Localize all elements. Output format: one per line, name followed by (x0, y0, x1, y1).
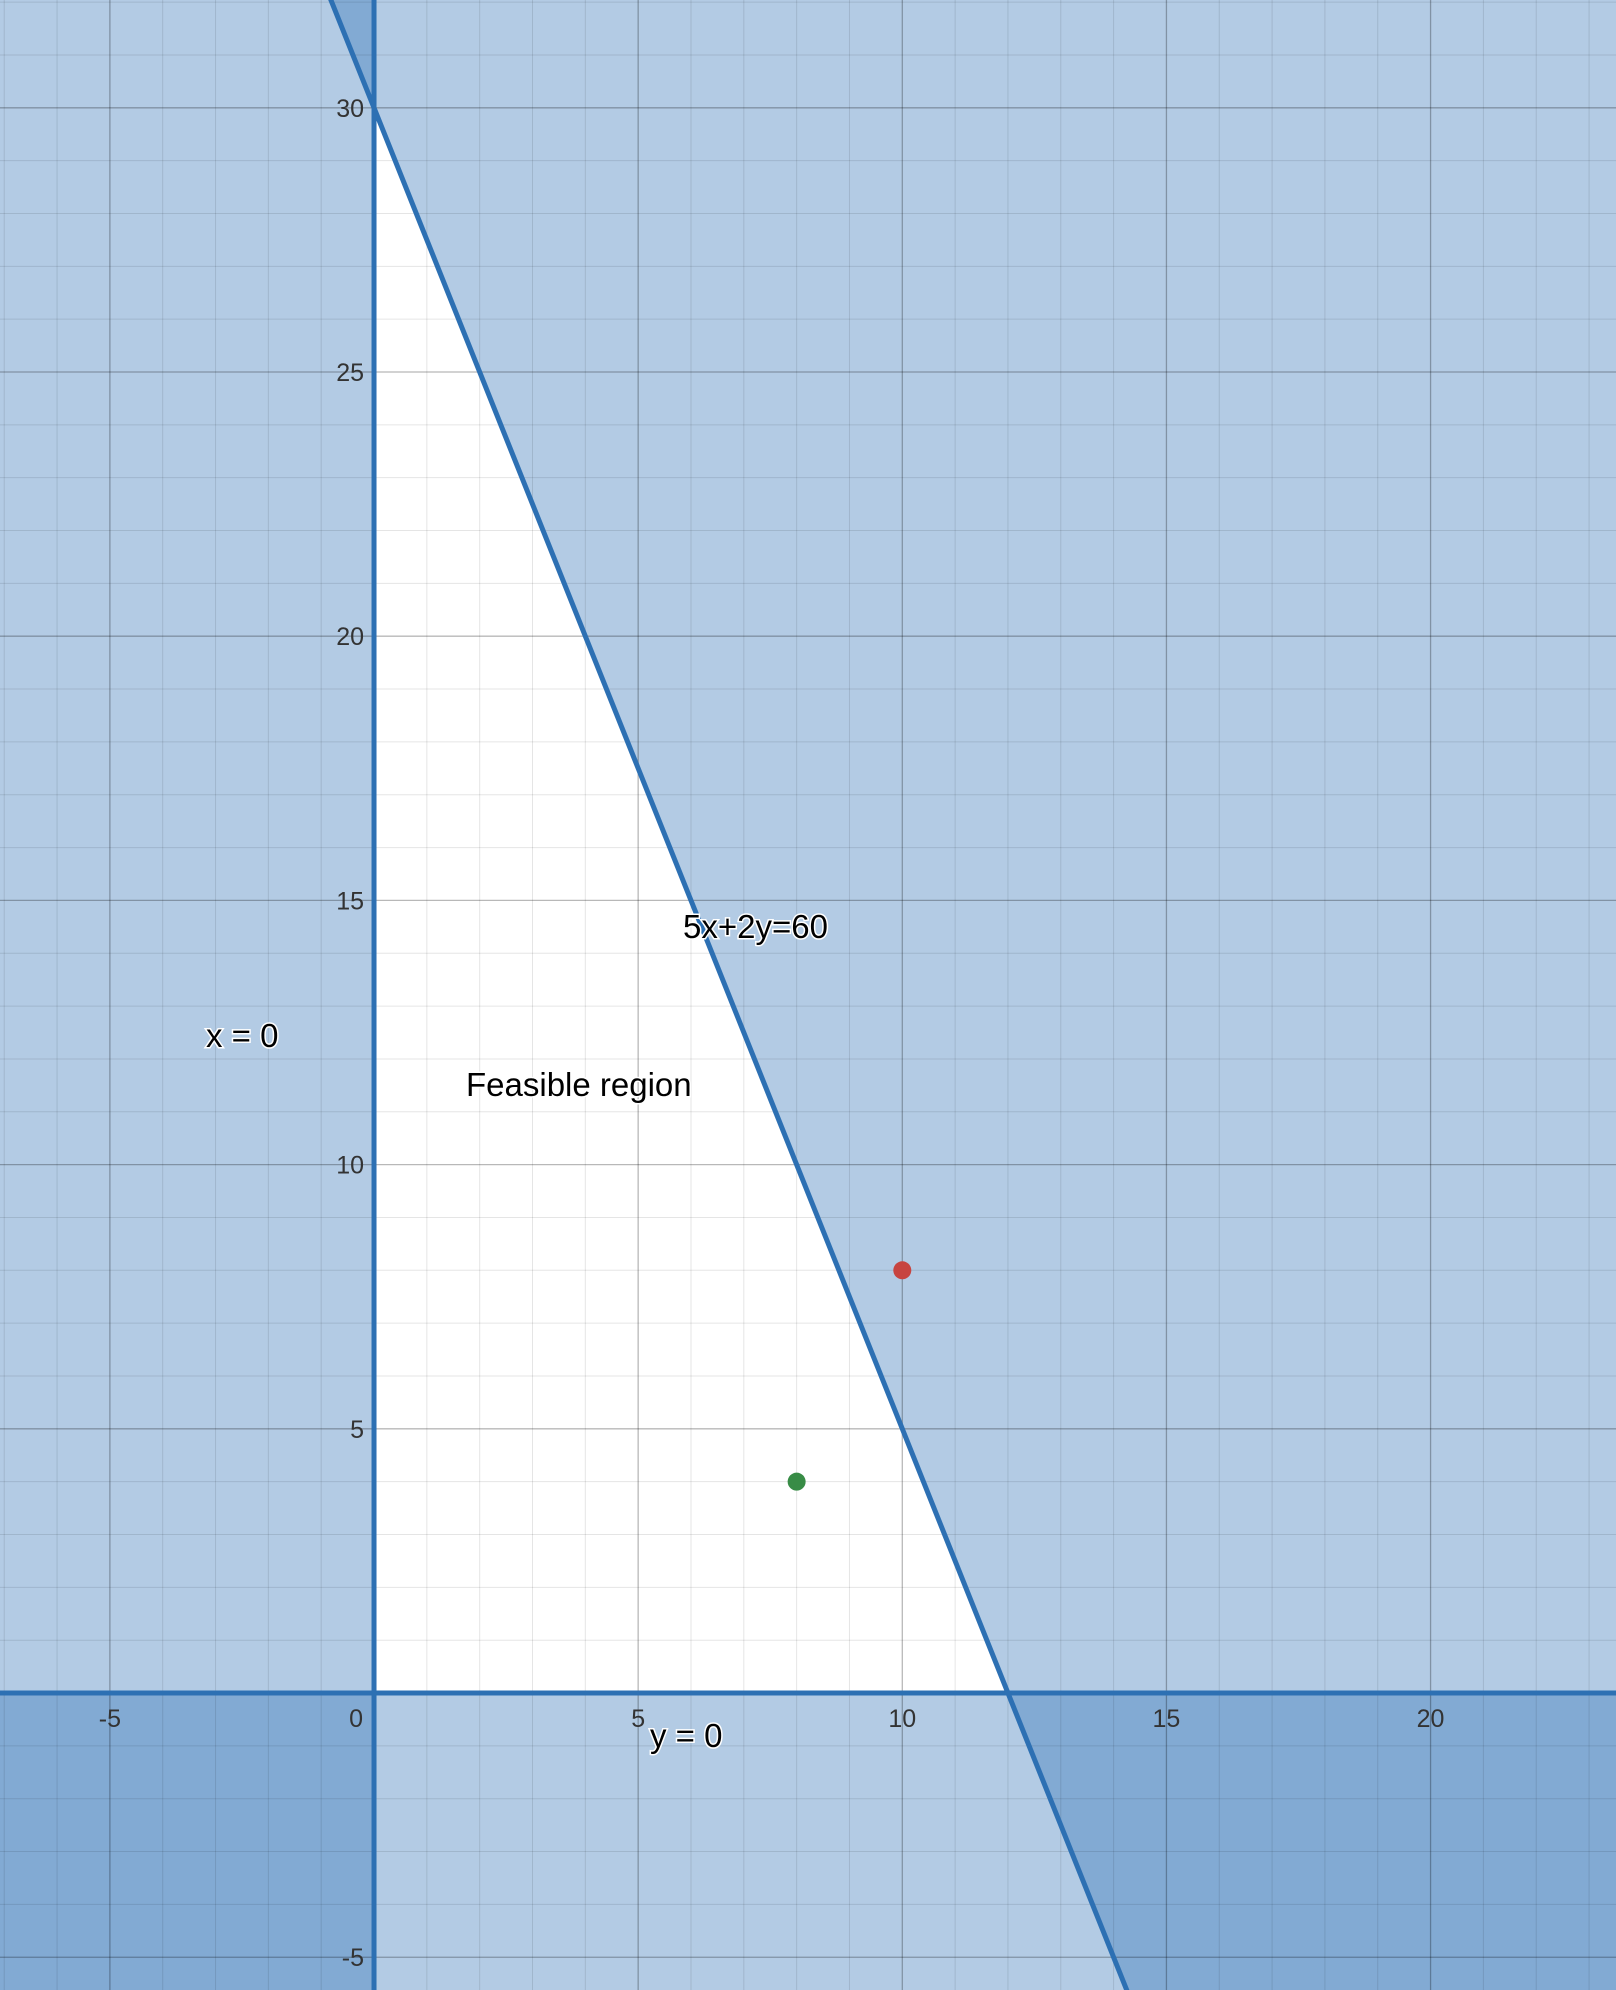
infeasible-half-plane (0, 0, 375, 1990)
feasible-region-label: Feasible region (466, 1066, 692, 1103)
y-tick-label: 10 (336, 1152, 364, 1180)
y-tick-label: 15 (336, 887, 364, 915)
infeasible-half-plane (330, 0, 1616, 1990)
x-tick-label: 5 (631, 1705, 645, 1733)
infeasible-half-plane (0, 1693, 1616, 1990)
x-tick-label: -5 (99, 1705, 121, 1733)
x-tick-label: 0 (349, 1705, 363, 1733)
y-zero-line-label: y = 0 (650, 1717, 722, 1754)
x-zero-line-label: x = 0 (206, 1017, 278, 1054)
data-point (893, 1261, 912, 1280)
y-tick-label: 30 (336, 95, 364, 123)
constraint-line-label: 5x+2y=60 (683, 908, 828, 945)
y-tick-label: 5 (350, 1416, 364, 1444)
y-tick-label: -5 (342, 1944, 364, 1972)
graph-annotations: 5x+2y=60 x = 0 y = 0 Feasible region (205, 907, 830, 1756)
y-tick-label: 25 (336, 359, 364, 387)
plotted-points (787, 1261, 912, 1491)
x-tick-label: 20 (1417, 1705, 1445, 1733)
axis-tick-labels: -5 0 5 10 15 20 -5 5 10 15 20 25 30 (99, 95, 1445, 1972)
x-tick-label: 15 (1153, 1705, 1181, 1733)
x-tick-label: 10 (888, 1705, 916, 1733)
data-point (787, 1472, 806, 1491)
y-tick-label: 20 (336, 623, 364, 651)
